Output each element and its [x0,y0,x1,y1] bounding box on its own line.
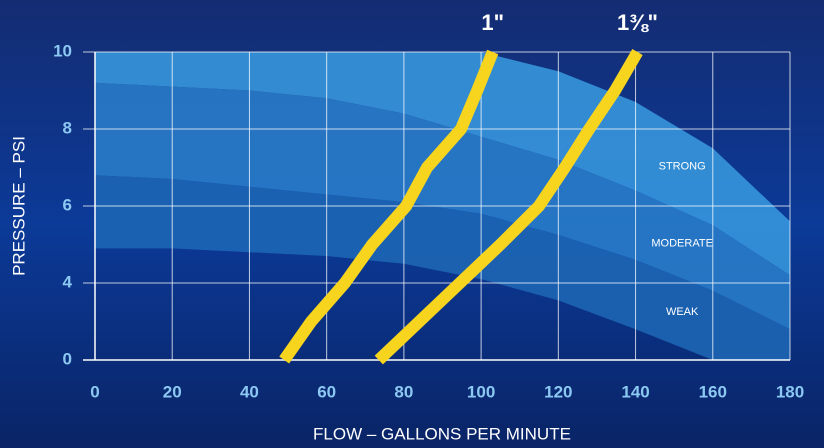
grid [83,51,791,361]
x-tick-label: 60 [317,382,336,401]
band [95,52,790,276]
x-tick-label: 80 [394,382,413,401]
y-tick-label: 8 [63,118,72,137]
y-tick-label: 10 [53,41,72,60]
pipe-curve [374,48,643,365]
band [95,175,790,360]
band-label: WEAK [666,306,699,318]
series-label: 1⅜" [617,10,658,35]
x-tick-label: 0 [90,382,99,401]
x-tick-label: 160 [699,382,727,401]
y-tick-label: 6 [63,195,72,214]
y-tick-label: 0 [63,349,72,368]
x-axis-title: FLOW – GALLONS PER MINUTE [313,424,571,443]
x-tick-label: 40 [240,382,259,401]
band-label: MODERATE [651,237,713,249]
x-tick-label: 180 [776,382,804,401]
y-axis-title: PRESSURE – PSI [9,136,28,276]
curves [279,48,643,365]
y-tick-label: 4 [63,272,73,291]
x-tick-label: 140 [621,382,649,401]
x-tick-label: 120 [544,382,572,401]
band-label: STRONG [659,160,706,172]
pipe-curve [279,49,499,364]
series-label: 1" [481,10,504,35]
x-tick-label: 20 [163,382,182,401]
x-tick-label: 100 [467,382,495,401]
